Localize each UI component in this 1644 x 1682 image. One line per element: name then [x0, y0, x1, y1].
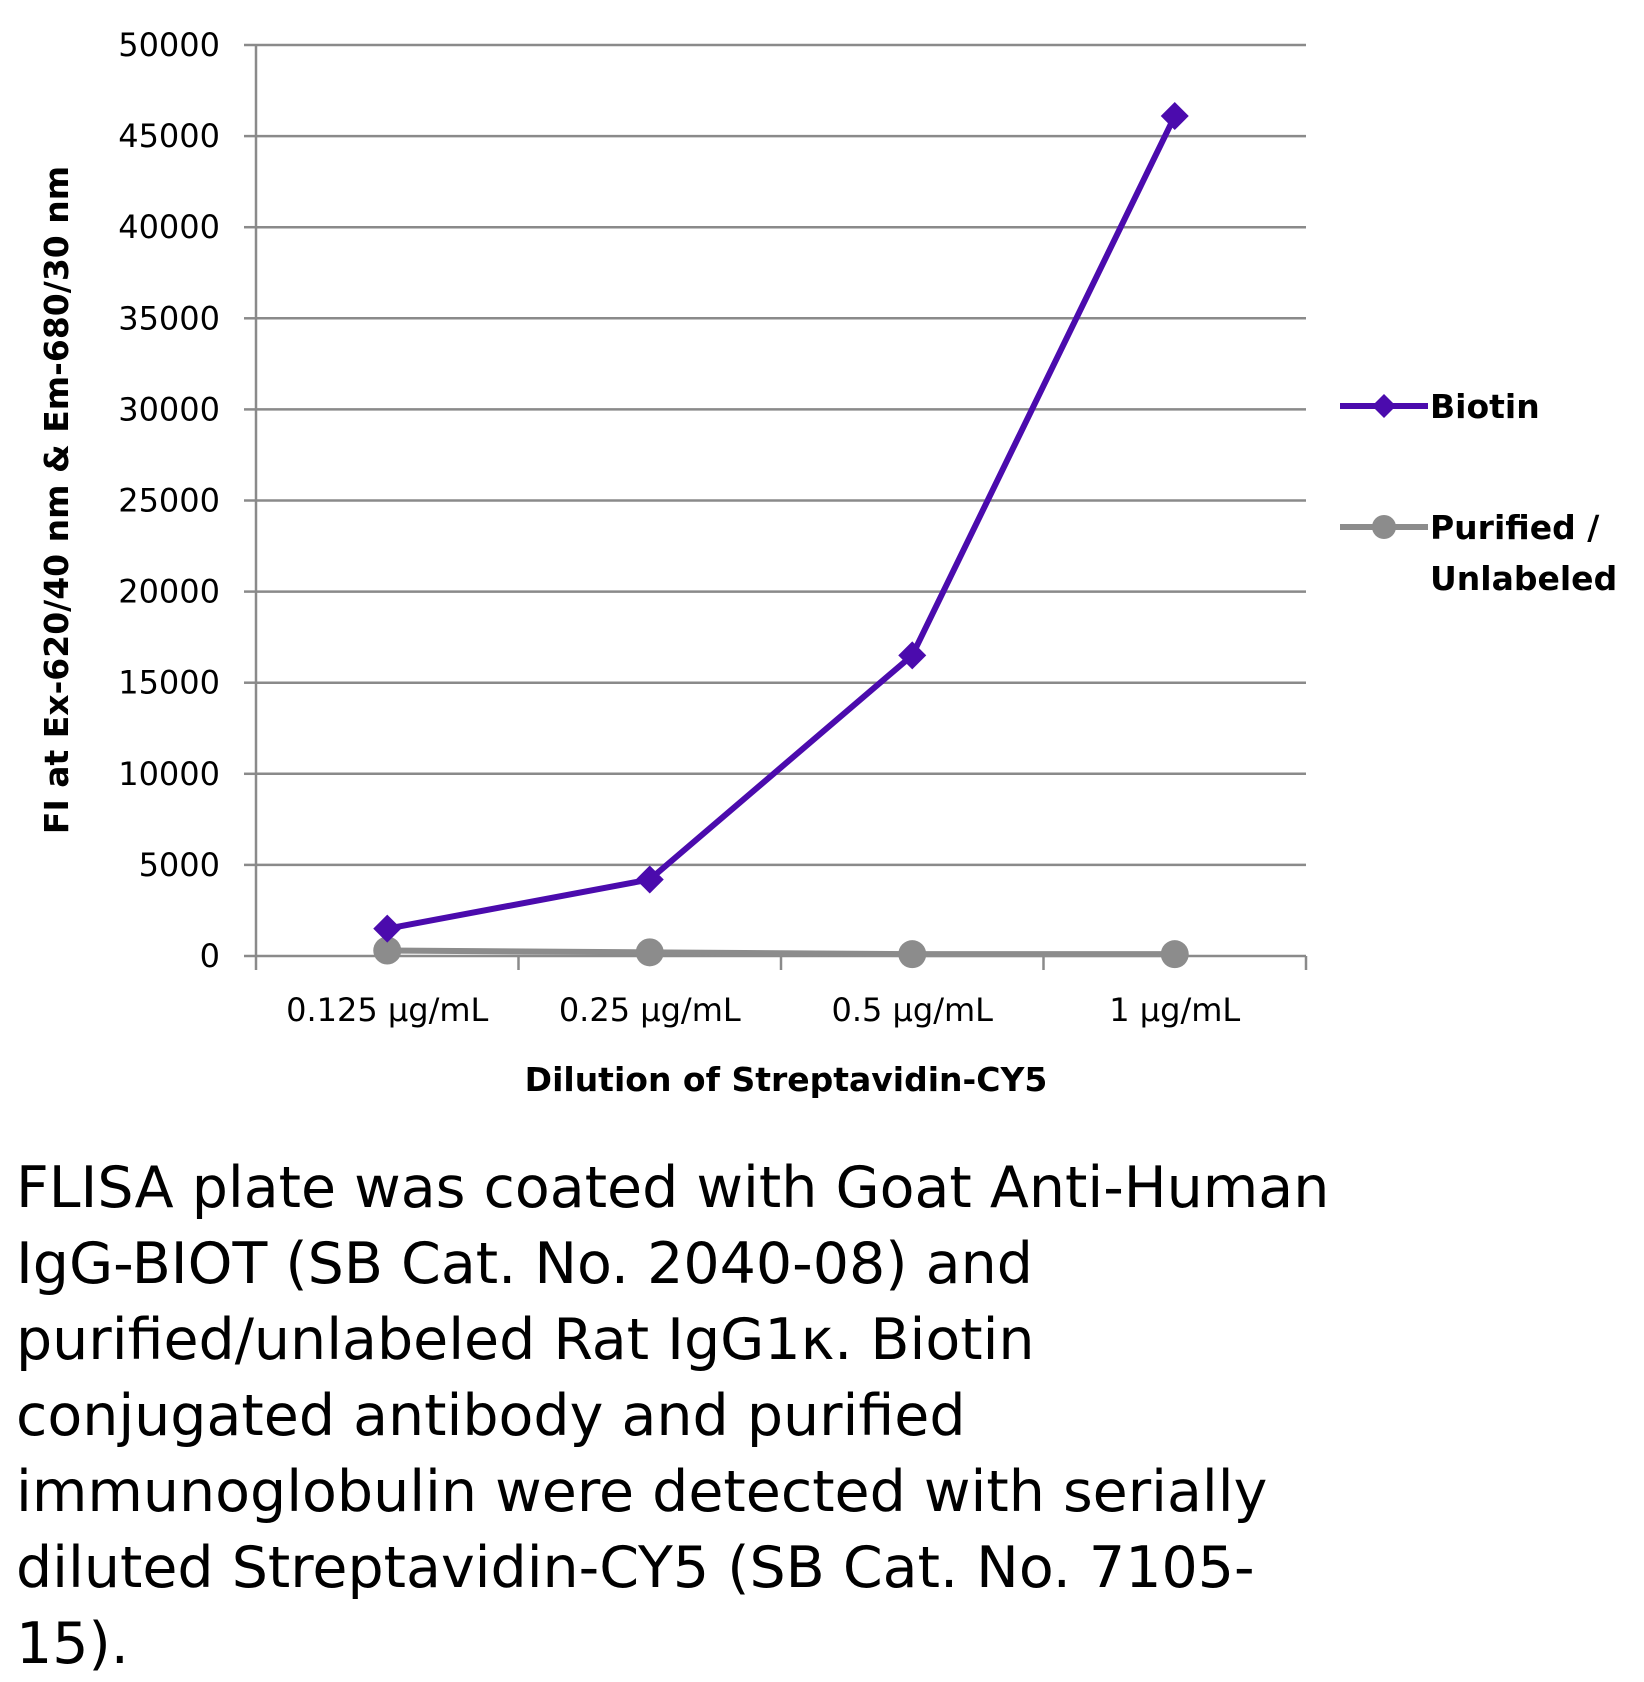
y-tick-label: 40000 [118, 208, 220, 246]
y-tick-label: 30000 [118, 390, 220, 428]
series-biotin [373, 102, 1189, 943]
y-tick-label: 20000 [118, 573, 220, 611]
x-tick-label: 0.125 µg/mL [286, 991, 488, 1029]
data-point [898, 641, 927, 670]
y-tick-label: 35000 [118, 299, 220, 337]
y-tick-label: 50000 [118, 26, 220, 64]
y-tick-label: 15000 [118, 664, 220, 702]
series-group [373, 102, 1189, 969]
legend-label: Unlabeled [1430, 559, 1617, 598]
legend: Biotin Purified / Unlabeled [1340, 387, 1617, 598]
y-axis-title: FI at Ex-620/40 nm & Em-680/30 nm [37, 166, 76, 834]
legend-item: Purified / Unlabeled [1340, 508, 1617, 598]
data-point [635, 938, 664, 967]
data-point [1160, 102, 1189, 131]
y-tick-labels: 0 5000 10000 15000 20000 25000 30000 35000 40000… [118, 26, 220, 975]
x-tick-label: 0.25 µg/mL [559, 991, 741, 1029]
y-tick-label: 45000 [118, 117, 220, 155]
data-point [373, 914, 402, 943]
figure-caption: FLISA plate was coated with Goat Anti-Hu… [16, 1155, 1330, 1677]
legend-marker [1372, 515, 1396, 539]
legend-marker [1372, 394, 1396, 418]
line-chart: 0 5000 10000 15000 20000 25000 30000 35000 40000… [37, 26, 1617, 1099]
x-axis-title: Dilution of Streptavidin-CY5 [525, 1060, 1048, 1099]
data-point [898, 940, 927, 969]
y-tick-label: 25000 [118, 482, 220, 520]
y-tick-label: 0 [200, 937, 220, 975]
y-tick-label: 10000 [118, 755, 220, 793]
data-point [635, 865, 664, 894]
legend-label: Purified / [1430, 508, 1600, 547]
x-tick-labels: 0.125 µg/mL 0.25 µg/mL 0.5 µg/mL 1 µg/mL [286, 991, 1240, 1029]
legend-label: Biotin [1430, 387, 1540, 426]
x-tick-label: 0.5 µg/mL [831, 991, 993, 1029]
y-tick-label: 5000 [139, 846, 220, 884]
x-tick-label: 1 µg/mL [1109, 991, 1240, 1029]
legend-item: Biotin [1340, 387, 1540, 426]
gridlines [244, 43, 1306, 958]
x-axis [254, 45, 1308, 970]
series-line [387, 947, 1175, 958]
series-purified-unlabeled [373, 936, 1189, 969]
series-line [386, 114, 1178, 932]
data-point [373, 936, 402, 965]
data-point [1160, 940, 1189, 969]
